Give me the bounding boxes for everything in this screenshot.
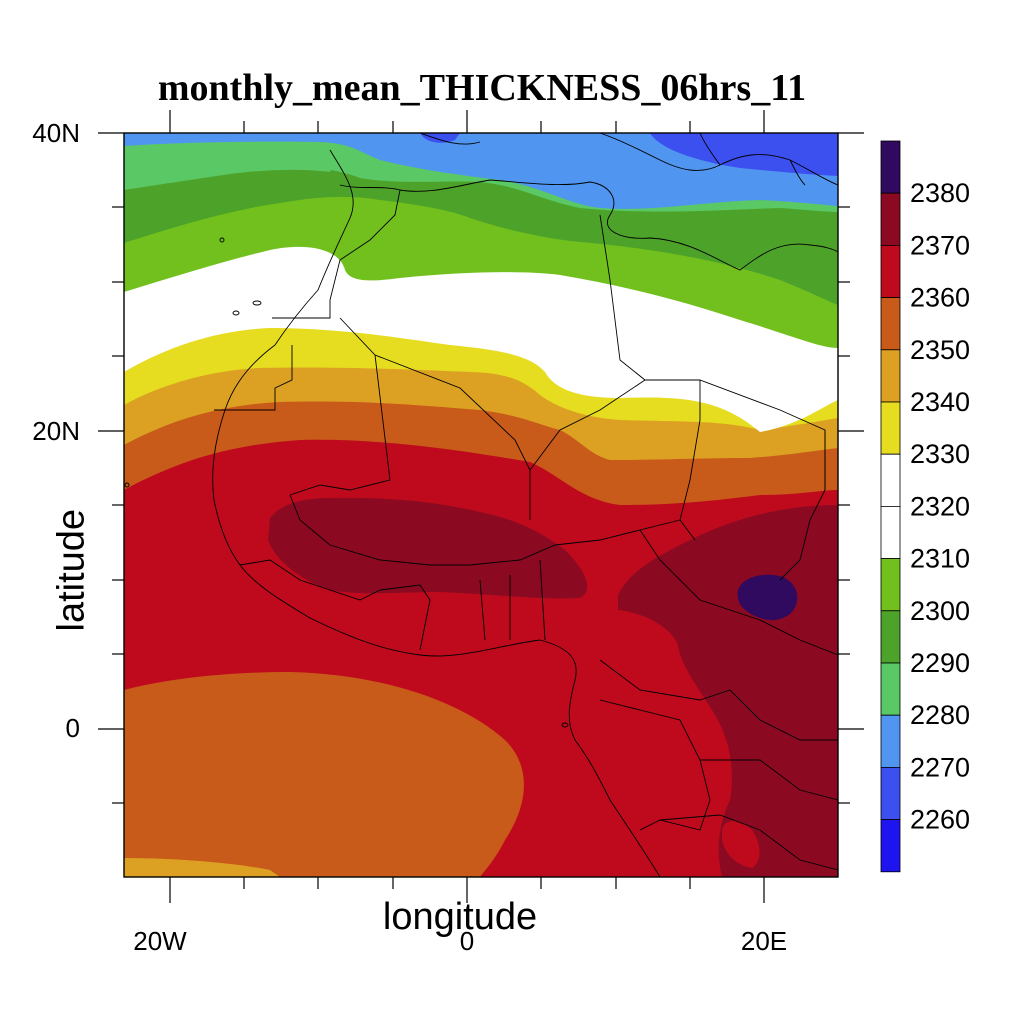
islands [124,237,569,728]
contour-2340-2350-south [124,858,280,877]
colorbar-label: 2280 [910,700,970,730]
colorbar-label: 2290 [910,648,970,678]
colorbar-segment [880,558,901,612]
colorbar-segment [880,819,901,873]
island-canary-1 [232,310,240,316]
contour-2360-2370-inlet [722,821,760,868]
colorbar-segment [880,349,901,403]
lat-tick-label-40n: 40N [32,118,80,148]
colorbar-segment [880,610,901,664]
chart-title: monthly_mean_THICKNESS_06hrs_11 [157,67,807,109]
island-cape-verde [124,482,130,488]
coastline-north-africa [339,179,838,271]
coastline-west-africa [212,149,661,877]
island-sao-tome [561,722,569,728]
colorbar-segment [880,662,901,716]
contour-2260-2270 [650,133,838,176]
colorbar-label: 2320 [910,491,970,521]
border-west-africa-south [239,559,546,651]
island-madeira [219,237,225,243]
colorbar-segment [880,140,901,194]
colorbar-segment [880,714,901,768]
colorbar-segment [880,453,901,507]
lat-tick-label-20n: 20N [32,416,80,446]
colorbar-label: 2300 [910,596,970,626]
border-libya [599,214,701,541]
colorbar-label: 2260 [910,805,970,835]
colorbar-label: 2380 [910,178,970,208]
x-axis-label: longitude [382,896,538,938]
contour-2350-2360-south [124,672,524,877]
lon-tick-label-0: 0 [459,926,475,956]
border-morocco-algeria [272,189,401,319]
border-chad-sudan [779,430,826,581]
island-canary-2 [252,300,262,306]
contour-2270-2280 [124,133,838,209]
colorbar-segment [880,505,901,559]
contour-2270-2280-tip [420,133,460,143]
colorbar-segment [880,244,901,298]
coastline-italy [699,133,806,186]
colorbar-label: 2310 [910,544,970,574]
colorbar-segment [880,192,901,246]
coastlines [212,133,838,877]
lat-tick-label-0: 0 [65,713,80,743]
border-sahel-internal [289,494,681,566]
colorbar-label: 2370 [910,230,970,260]
contour-fill [124,133,838,877]
colorbar-label: 2270 [910,752,970,782]
colorbar: 2380 2370 2360 2350 2340 2330 2320 2310 2300 2290… [880,140,970,873]
contour-2280-2290-west [124,143,332,190]
lon-tick-label-20e: 20E [740,926,788,956]
lon-tick-label-20w: 20W [133,926,187,956]
border-algeria-mali [339,317,531,520]
colorbar-label: 2340 [910,387,970,417]
colorbar-label: 2330 [910,439,970,469]
contour-2380-max [737,574,798,621]
contour-2370-2380-sahel [268,497,588,599]
border-mauritania [214,345,391,496]
colorbar-label: 2350 [910,335,970,365]
border-central-africa [599,529,838,741]
colorbar-segment [880,401,901,455]
border-congo [599,699,838,831]
border-congo-angola [659,814,838,871]
colorbar-segment [880,767,901,821]
colorbar-segment [880,297,901,351]
axis-ticks [98,110,864,903]
colorbar-label: 2360 [910,283,970,313]
